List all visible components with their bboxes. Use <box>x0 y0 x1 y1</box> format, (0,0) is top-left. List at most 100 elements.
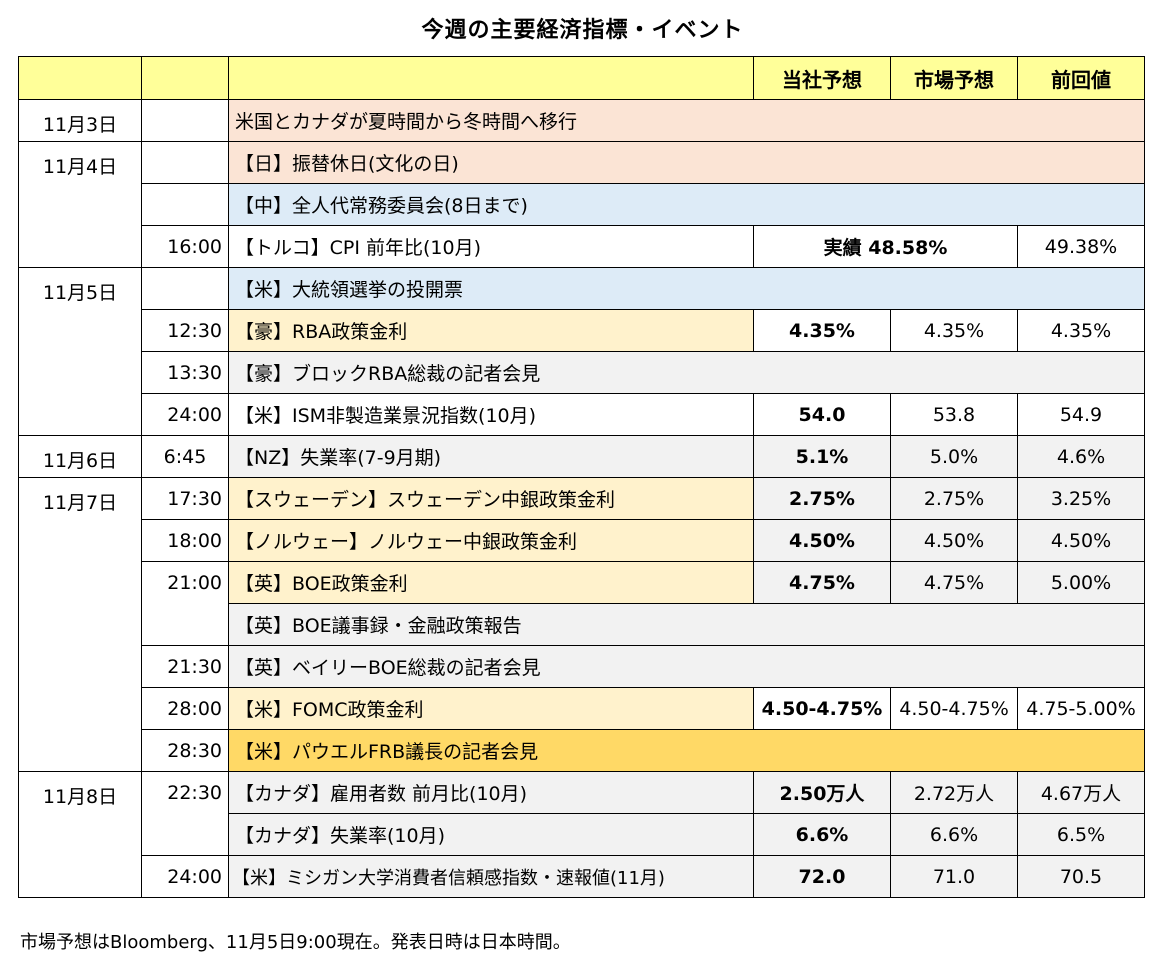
our-forecast-cell: 4.75% <box>753 561 891 604</box>
event-cell: 【豪】RBA政策金利 <box>228 309 754 352</box>
our-forecast-cell: 6.6% <box>753 813 891 856</box>
date-cell: 11月8日 <box>18 771 142 898</box>
header-time <box>141 56 229 100</box>
table-row: 11月4日 【日】振替休日(文化の日) <box>18 141 1145 268</box>
date-cell: 11月5日 <box>18 267 142 436</box>
time-cell: 16:00 <box>141 225 229 268</box>
date-cell: 11月3日 <box>18 99 142 142</box>
table-row: 11月5日 【米】大統領選挙の投開票 <box>18 267 1145 436</box>
event-cell: 【米】ISM非製造業景況指数(10月) <box>228 393 754 436</box>
table-row: 16:00 【トルコ】CPI 前年比(10月) 実績 48.58% 49.38% <box>19 225 1145 268</box>
event-cell: 【米】ミシガン大学消費者信頼感指数・速報値(11月) <box>228 855 754 898</box>
date-cell: 11月4日 <box>18 141 142 268</box>
header-date <box>18 56 142 100</box>
date-cell: 11月7日 <box>18 477 142 772</box>
time-cell: 18:00 <box>141 519 229 562</box>
table-row: 28:00 【米】FOMC政策金利 4.50-4.75% 4.50-4.75% … <box>19 687 1145 730</box>
market-forecast-cell: 6.6% <box>890 813 1018 856</box>
market-forecast-cell: 4.75% <box>890 561 1018 604</box>
previous-cell: 49.38% <box>1017 225 1145 268</box>
previous-cell: 3.25% <box>1017 477 1145 520</box>
time-cell <box>141 99 229 142</box>
previous-cell: 4.6% <box>1017 435 1145 478</box>
event-cell: 【カナダ】失業率(10月) <box>228 813 754 856</box>
market-forecast-cell: 2.72万人 <box>890 771 1018 814</box>
event-cell: 【ノルウェー】ノルウェー中銀政策金利 <box>228 519 754 562</box>
table-row: 18:00 【ノルウェー】ノルウェー中銀政策金利 4.50% 4.50% 4.5… <box>19 519 1145 562</box>
event-cell: 【NZ】失業率(7-9月期) <box>228 435 754 478</box>
market-forecast-cell: 71.0 <box>890 855 1018 898</box>
our-forecast-cell: 4.50% <box>753 519 891 562</box>
table-row: 11月7日 17:30 【スウェーデン】スウェーデン中銀政策金利 2.75% 2… <box>18 477 1145 772</box>
event-cell: 【日】振替休日(文化の日) <box>228 141 1145 184</box>
time-cell: 24:00 <box>141 393 229 436</box>
time-cell <box>141 141 229 184</box>
our-forecast-cell: 2.75% <box>753 477 891 520</box>
time-cell: 28:00 <box>141 687 229 730</box>
header-previous: 前回値 <box>1017 56 1145 100</box>
our-forecast-cell: 4.50-4.75% <box>753 687 891 730</box>
table-row: 21:00 【英】BOE政策金利 4.75% 4.75% 5.00% <box>19 561 1145 646</box>
table-row: 【カナダ】失業率(10月) 6.6% 6.6% 6.5% <box>19 813 1145 856</box>
table-row: 24:00 【米】ISM非製造業景況指数(10月) 54.0 53.8 54.9 <box>19 393 1145 436</box>
table-row: 11月6日 6:45 【NZ】失業率(7-9月期) 5.1% 5.0% 4.6% <box>18 435 1145 478</box>
time-cell: 12:30 <box>141 309 229 352</box>
event-cell: 【カナダ】雇用者数 前月比(10月) <box>228 771 754 814</box>
event-cell: 【米】FOMC政策金利 <box>228 687 754 730</box>
event-cell: 【英】BOE議事録・金融政策報告 <box>228 603 1145 646</box>
time-cell: 24:00 <box>141 855 229 898</box>
time-cell <box>141 267 229 310</box>
table-row: 24:00 【米】ミシガン大学消費者信頼感指数・速報値(11月) 72.0 71… <box>19 855 1145 898</box>
page-title: 今週の主要経済指標・イベント <box>421 18 744 43</box>
previous-cell: 54.9 <box>1017 393 1145 436</box>
our-forecast-cell: 72.0 <box>753 855 891 898</box>
table-row: 28:30 【米】パウエルFRB議長の記者会見 <box>19 729 1145 772</box>
time-cell <box>141 183 229 226</box>
table-row: 11月3日 米国とカナダが夏時間から冬時間へ移行 <box>18 99 1145 142</box>
footnote: 市場予想はBloomberg、11月5日9:00現在。発表日時は日本時間。 <box>20 932 571 953</box>
market-forecast-cell: 4.50-4.75% <box>890 687 1018 730</box>
header-market-forecast: 市場予想 <box>890 56 1018 100</box>
table-row: 21:30 【英】ベイリーBOE総裁の記者会見 <box>19 645 1145 688</box>
actual-value-cell: 実績 48.58% <box>753 225 1018 268</box>
time-cell: 17:30 <box>141 477 229 520</box>
event-cell: 【英】BOE政策金利 <box>228 561 754 604</box>
table-row: 13:30 【豪】ブロックRBA総裁の記者会見 <box>19 351 1145 394</box>
market-forecast-cell: 4.50% <box>890 519 1018 562</box>
our-forecast-cell: 54.0 <box>753 393 891 436</box>
date-cell: 11月6日 <box>18 435 142 478</box>
market-forecast-cell: 2.75% <box>890 477 1018 520</box>
table-row: 【英】BOE議事録・金融政策報告 <box>19 603 1145 646</box>
previous-cell: 70.5 <box>1017 855 1145 898</box>
event-cell: 【米】大統領選挙の投開票 <box>228 267 1145 310</box>
market-forecast-cell: 53.8 <box>890 393 1018 436</box>
table-row: 【中】全人代常務委員会(8日まで) <box>19 183 1145 226</box>
event-cell: 【豪】ブロックRBA総裁の記者会見 <box>228 351 1145 394</box>
time-cell: 21:30 <box>141 645 229 688</box>
previous-cell: 4.35% <box>1017 309 1145 352</box>
market-forecast-cell: 5.0% <box>890 435 1018 478</box>
table-header-row: 当社予想 市場予想 前回値 <box>18 56 1145 100</box>
event-cell: 【トルコ】CPI 前年比(10月) <box>228 225 754 268</box>
event-cell: 米国とカナダが夏時間から冬時間へ移行 <box>228 99 1145 142</box>
event-cell: 【中】全人代常務委員会(8日まで) <box>228 183 1145 226</box>
previous-cell: 6.5% <box>1017 813 1145 856</box>
previous-cell: 5.00% <box>1017 561 1145 604</box>
table-row: 12:30 【豪】RBA政策金利 4.35% 4.35% 4.35% <box>19 309 1145 352</box>
event-cell: 【英】ベイリーBOE総裁の記者会見 <box>228 645 1145 688</box>
header-event <box>228 56 754 100</box>
previous-cell: 4.75-5.00% <box>1017 687 1145 730</box>
time-cell: 22:30 <box>141 771 229 856</box>
economic-calendar-table: 当社予想 市場予想 前回値 11月3日 米国とカナダが夏時間から冬時間へ移行 1… <box>18 56 1145 898</box>
our-forecast-cell: 5.1% <box>753 435 891 478</box>
previous-cell: 4.67万人 <box>1017 771 1145 814</box>
market-forecast-cell: 4.35% <box>890 309 1018 352</box>
our-forecast-cell: 4.35% <box>753 309 891 352</box>
our-forecast-cell: 2.50万人 <box>753 771 891 814</box>
previous-cell: 4.50% <box>1017 519 1145 562</box>
time-cell: 21:00 <box>141 561 229 646</box>
table-row: 11月8日 22:30 【カナダ】雇用者数 前月比(10月) 2.50万人 2.… <box>18 771 1145 898</box>
header-our-forecast: 当社予想 <box>753 56 891 100</box>
event-cell: 【米】パウエルFRB議長の記者会見 <box>228 729 1145 772</box>
event-cell: 【スウェーデン】スウェーデン中銀政策金利 <box>228 477 754 520</box>
